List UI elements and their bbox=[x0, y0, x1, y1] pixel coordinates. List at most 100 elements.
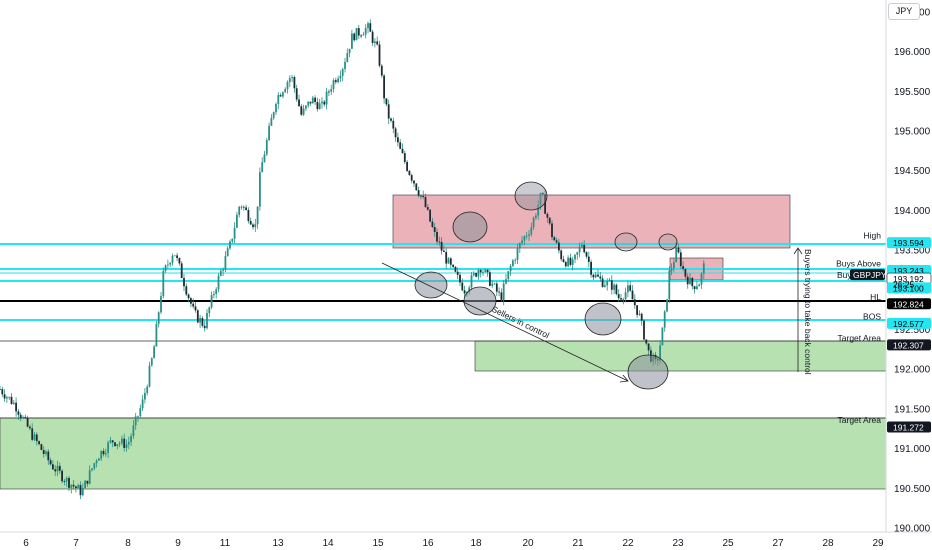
currency-button[interactable]: JPY bbox=[888, 3, 920, 20]
sellers-arrow bbox=[381, 262, 629, 382]
candle-body bbox=[620, 298, 622, 300]
candle-body bbox=[509, 265, 512, 272]
candle-body bbox=[447, 258, 450, 264]
candle-body bbox=[486, 269, 489, 273]
candle-body bbox=[514, 259, 517, 261]
candle-body bbox=[325, 91, 328, 105]
candle-body bbox=[141, 399, 144, 409]
candle-body bbox=[436, 231, 438, 242]
candle-body bbox=[401, 148, 404, 154]
candle-body bbox=[516, 248, 519, 260]
candle-body bbox=[489, 272, 491, 286]
candle-body bbox=[58, 465, 61, 471]
x-tick-label: 8 bbox=[125, 538, 131, 549]
candle-body bbox=[433, 226, 436, 232]
candle-body bbox=[544, 194, 546, 214]
candle-body bbox=[47, 451, 50, 461]
y-tick-label: 191.500 bbox=[894, 404, 931, 415]
candle-body bbox=[307, 101, 310, 106]
candle-body bbox=[279, 95, 282, 97]
candle-body bbox=[420, 195, 422, 197]
candle-body bbox=[33, 434, 36, 440]
candle-body bbox=[429, 209, 431, 222]
candle-body bbox=[431, 221, 434, 227]
candle-body bbox=[56, 465, 59, 472]
candle-body bbox=[178, 258, 181, 264]
candle-body bbox=[472, 273, 475, 276]
candle-body bbox=[295, 88, 298, 100]
level-label: BOS bbox=[863, 311, 881, 321]
candle-body bbox=[482, 271, 484, 273]
level-label: Buys Above bbox=[836, 259, 881, 269]
candle-body bbox=[369, 23, 372, 32]
candle-body bbox=[153, 346, 155, 359]
candle-body bbox=[38, 441, 40, 445]
candle-body bbox=[293, 77, 296, 89]
candle-body bbox=[647, 343, 650, 351]
y-tick-label: 196.000 bbox=[894, 47, 931, 58]
candle-body bbox=[452, 264, 454, 267]
marker-ellipse bbox=[514, 181, 548, 211]
candle-body bbox=[576, 252, 579, 255]
candle-body bbox=[167, 264, 169, 266]
candle-body bbox=[249, 220, 252, 225]
y-tick-label: 192.000 bbox=[894, 365, 931, 376]
candle-body bbox=[406, 161, 408, 171]
candle-body bbox=[160, 296, 162, 313]
candle-body bbox=[130, 435, 132, 443]
candle-body bbox=[288, 78, 291, 83]
candle-body bbox=[134, 416, 137, 426]
candle-body bbox=[139, 408, 142, 417]
candle-body bbox=[535, 215, 537, 218]
candle-body bbox=[696, 286, 698, 290]
candle-body bbox=[265, 140, 268, 155]
candle-body bbox=[500, 292, 503, 300]
candle-body bbox=[300, 106, 303, 115]
candle-body bbox=[0, 389, 1, 390]
candle-body bbox=[383, 75, 385, 99]
candle-body bbox=[270, 118, 273, 126]
candle-body bbox=[378, 44, 381, 66]
x-tick-label: 29 bbox=[872, 538, 884, 549]
candle-body bbox=[24, 416, 27, 418]
x-tick-label: 9 bbox=[175, 538, 181, 549]
candle-body bbox=[275, 103, 277, 113]
candle-body bbox=[571, 259, 574, 265]
candle-body bbox=[670, 268, 673, 271]
candle-body bbox=[456, 271, 459, 275]
candle-body bbox=[555, 240, 558, 243]
candle-body bbox=[261, 162, 264, 173]
level-lines bbox=[0, 243, 886, 419]
candle-body bbox=[537, 205, 540, 216]
candle-body bbox=[675, 247, 678, 263]
candle-body bbox=[298, 99, 300, 107]
candle-body bbox=[196, 310, 199, 323]
candle-body bbox=[449, 258, 452, 265]
x-tick-label: 20 bbox=[522, 538, 534, 549]
marker-ellipse bbox=[414, 271, 448, 299]
candle-body bbox=[408, 170, 411, 176]
candle-body bbox=[341, 68, 344, 76]
time-axis[interactable]: 6 7 8 9 11 13 14 15 16 18 20 21 22 23 25 27 28 29 bbox=[23, 538, 884, 549]
candle-body bbox=[521, 240, 523, 244]
candle-body bbox=[284, 89, 287, 93]
candle-body bbox=[15, 402, 17, 412]
candle-body bbox=[463, 290, 466, 294]
candle-body bbox=[109, 440, 112, 443]
candle-body bbox=[578, 246, 581, 253]
candle-body bbox=[461, 282, 464, 291]
price-badge bbox=[887, 237, 931, 249]
candle-body bbox=[40, 444, 43, 451]
candle-body bbox=[394, 128, 397, 138]
candle-body bbox=[590, 261, 592, 275]
candle-body bbox=[560, 250, 563, 260]
candle-body bbox=[470, 275, 473, 288]
candle-body bbox=[190, 298, 192, 304]
candle-body bbox=[144, 392, 146, 400]
candle-body bbox=[569, 257, 572, 265]
candle-body bbox=[305, 105, 307, 109]
candle-body bbox=[604, 285, 606, 287]
x-tick-label: 7 bbox=[73, 538, 79, 549]
candle-body bbox=[75, 486, 77, 489]
